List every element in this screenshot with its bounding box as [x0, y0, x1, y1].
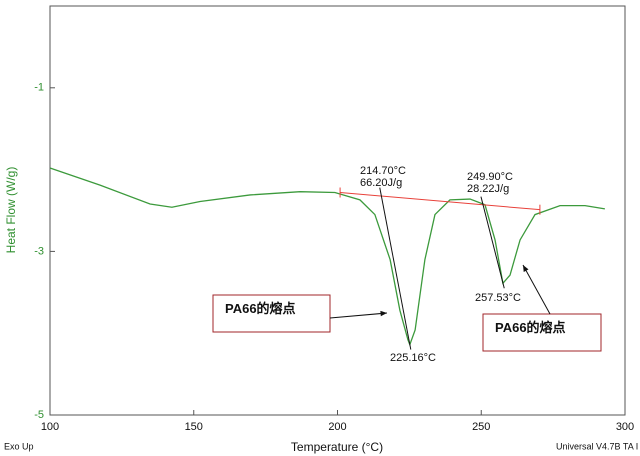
x-tick-label: 300: [616, 421, 634, 433]
annotation: 214.70°C: [360, 165, 406, 177]
callout-arrow: [522, 264, 551, 315]
arrow-head: [380, 310, 387, 317]
x-tick-label: 100: [41, 421, 59, 433]
callout-arrow: [329, 312, 388, 319]
x-tick-label: 150: [185, 421, 203, 433]
tangent-line: [480, 196, 505, 289]
x-axis-label: Temperature (°C): [291, 440, 383, 454]
annotation: 225.16°C: [390, 352, 436, 364]
data-line: [49, 167, 605, 347]
tangent-line: [379, 187, 412, 350]
y-tick-label: -3: [34, 245, 44, 257]
arrow-head: [523, 265, 529, 272]
footer-right: Universal V4.7B TA I: [556, 441, 638, 451]
baseline: [340, 192, 540, 211]
callout-text: PA66的熔点: [495, 320, 566, 335]
annotation: 66.20J/g: [360, 177, 402, 189]
x-tick-label: 250: [472, 421, 490, 433]
annotation: 249.90°C: [467, 171, 513, 183]
plot-frame: [49, 5, 626, 416]
annotation: 28.22J/g: [467, 183, 509, 195]
callout-box: [212, 294, 331, 333]
annotation: 257.53°C: [475, 292, 521, 304]
callout-box: [482, 313, 602, 352]
y-axis-label: Heat Flow (W/g): [4, 167, 18, 254]
y-tick-label: -5: [34, 409, 44, 421]
callout-text: PA66的熔点: [225, 301, 296, 316]
footer-left: Exo Up: [4, 441, 34, 451]
x-tick-label: 200: [328, 421, 346, 433]
y-tick-label: -1: [34, 82, 44, 94]
